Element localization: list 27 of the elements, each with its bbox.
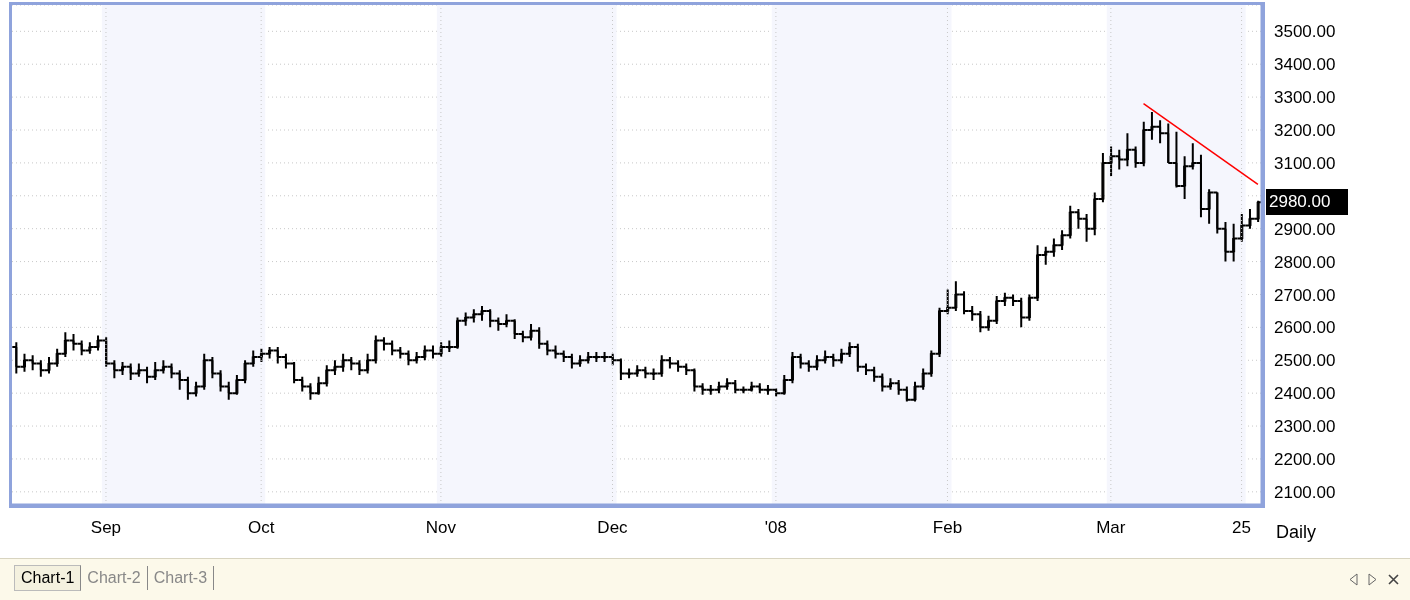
text: 2980.00 [1266,189,1349,216]
y-tick-label: 3400.00 [1274,55,1336,75]
y-tick-label: 2700.00 [1274,285,1336,305]
y-tick-label: 2500.00 [1274,351,1336,371]
text: Daily [1276,522,1317,543]
x-tick-label: Oct [247,518,275,538]
x-tick-label: '08 [764,518,787,538]
y-tick-label: 2800.00 [1274,252,1336,272]
y-tick-label: 2600.00 [1274,318,1336,338]
y-tick-label: 3200.00 [1274,121,1336,141]
x-tick-label: Nov [425,518,457,538]
y-tick-label: 2200.00 [1274,449,1336,469]
y-tick-label: 2400.00 [1274,384,1336,404]
x-tick-label: Feb [932,518,963,538]
x-tick-label: Dec [597,518,629,538]
y-tick-label: 2100.00 [1274,482,1336,502]
y-tick-label: 3300.00 [1274,88,1336,108]
y-tick-label: 2900.00 [1274,219,1336,239]
x-tick-label: Sep [90,518,122,538]
y-tick-label: 2300.00 [1274,417,1336,437]
y-tick-label: 3500.00 [1274,22,1336,42]
text: Chart-2 [81,566,148,590]
text: Chart-3 [147,566,215,590]
x-tick-label: Mar [1096,518,1126,538]
x-tick-label: 25 [1232,518,1252,538]
y-tick-label: 3100.00 [1274,153,1336,173]
text: Chart-1 [14,565,82,591]
